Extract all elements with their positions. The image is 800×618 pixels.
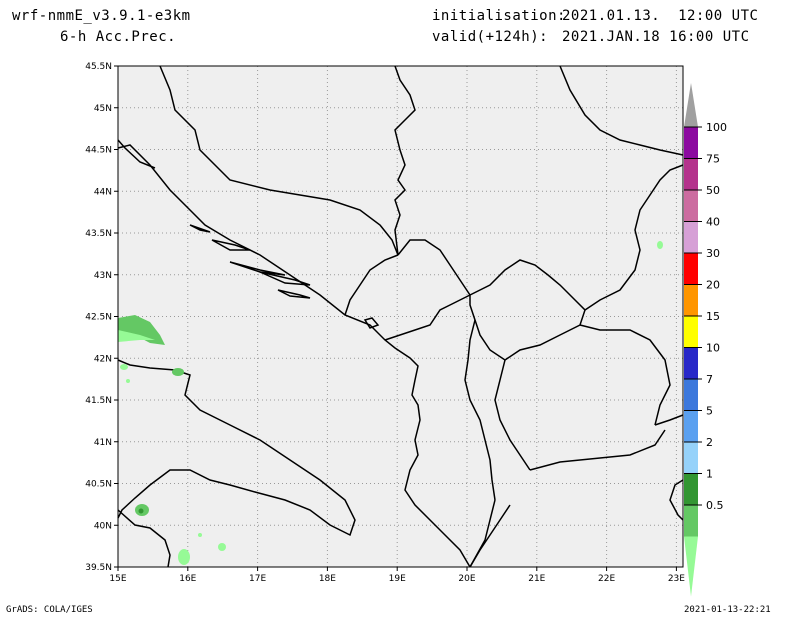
lat-label: 44N bbox=[94, 187, 112, 197]
colorbar-swatch bbox=[684, 190, 698, 222]
colorbar-label: 0.5 bbox=[706, 499, 724, 512]
field-title: 6-h Acc.Prec. bbox=[60, 29, 177, 45]
colorbar-swatch bbox=[684, 379, 698, 411]
colorbar-swatch bbox=[684, 127, 698, 159]
precip-patch-6 bbox=[218, 543, 226, 551]
border-bosnia-serbia bbox=[394, 65, 416, 256]
border-macedonia-bulgaria bbox=[579, 324, 671, 426]
border-montenegro-serbia bbox=[397, 239, 471, 296]
valid-label: valid(+124h): bbox=[432, 29, 549, 45]
init-value: 2021.01.13. 12:00 UTC bbox=[562, 8, 759, 24]
precip-patch-9 bbox=[126, 379, 130, 383]
colorbar-label: 5 bbox=[706, 405, 713, 418]
colorbar-swatch bbox=[684, 505, 698, 537]
island-1 bbox=[211, 239, 251, 251]
lon-label: 20E bbox=[458, 574, 475, 584]
colorbar-label: 100 bbox=[706, 121, 727, 134]
colorbar-label: 30 bbox=[706, 247, 720, 260]
island-5 bbox=[189, 224, 211, 233]
lon-label: 21E bbox=[528, 574, 545, 584]
north-adriatic-coast bbox=[117, 139, 156, 169]
lat-label: 45.5N bbox=[85, 62, 112, 72]
lat-label: 40N bbox=[94, 521, 112, 531]
lat-label: 45N bbox=[94, 104, 112, 114]
model-title: wrf-nmmE_v3.9.1-e3km bbox=[12, 8, 191, 24]
precip-patch-5 bbox=[178, 549, 190, 565]
valid-value: 2021.JAN.18 16:00 UTC bbox=[562, 29, 750, 45]
border-greece-bulgaria bbox=[654, 414, 684, 426]
colorbar-label: 40 bbox=[706, 216, 720, 229]
colorbar-label: 75 bbox=[706, 153, 720, 166]
colorbar-label: 15 bbox=[706, 310, 720, 323]
colorbar-swatch bbox=[684, 158, 698, 190]
border-albania-macedonia bbox=[494, 359, 531, 471]
latitude-labels: 45.5N 45N 44.5N 44N 43.5N 43N 42.5N 42N 41.5N 41N… bbox=[85, 62, 118, 573]
colorbar-swatch bbox=[684, 473, 698, 505]
lon-label: 18E bbox=[319, 574, 336, 584]
longitude-labels: 15E 16E 17E 18E 19E 20E 21E 22E 23E bbox=[109, 567, 685, 584]
colorbar-swatch bbox=[684, 442, 698, 474]
lon-label: 23E bbox=[668, 574, 685, 584]
colorbar-label: 10 bbox=[706, 342, 720, 355]
colorbar-swatch bbox=[684, 253, 698, 285]
lat-label: 39.5N bbox=[85, 563, 112, 573]
colorbar-label: 50 bbox=[706, 184, 720, 197]
precip-patch-3 bbox=[120, 364, 128, 370]
precip-patch-4-core bbox=[138, 508, 144, 514]
aegean-coast bbox=[669, 479, 684, 521]
lat-label: 40.5N bbox=[85, 480, 112, 490]
colorbar-swatch bbox=[684, 284, 698, 316]
lat-label: 43.5N bbox=[85, 229, 112, 239]
island-3 bbox=[259, 271, 311, 286]
colorbar-lowest-bin bbox=[684, 536, 698, 597]
init-label: initialisation: bbox=[432, 8, 566, 24]
island-4 bbox=[277, 289, 311, 299]
lat-label: 41.5N bbox=[85, 396, 112, 406]
colorbar-label: 1 bbox=[706, 468, 713, 481]
colorbar-swatch bbox=[684, 316, 698, 348]
island-2 bbox=[229, 261, 286, 276]
border-montenegro-albania bbox=[384, 294, 471, 341]
precip-patch-8 bbox=[657, 241, 663, 249]
lat-label: 44.5N bbox=[85, 146, 112, 156]
precipitation-areas bbox=[118, 241, 663, 565]
adriatic-east-coast bbox=[117, 144, 471, 568]
border-albania-inner bbox=[464, 319, 496, 501]
colorbar-swatch bbox=[684, 221, 698, 253]
precip-patch-7 bbox=[198, 533, 202, 537]
italy-coast bbox=[117, 359, 356, 537]
grads-credit: GrADS: COLA/IGES bbox=[6, 605, 93, 615]
italy-south-coast bbox=[117, 509, 171, 568]
border-serbia-romania bbox=[559, 65, 684, 156]
border-macedonia-greece bbox=[529, 429, 666, 471]
lon-label: 15E bbox=[109, 574, 126, 584]
precip-patch-adriatic-light bbox=[118, 330, 155, 342]
colorbar-cap bbox=[684, 83, 698, 127]
colorbar-swatch bbox=[684, 347, 698, 379]
precip-patch-2 bbox=[172, 368, 184, 376]
border-bosnia-montenegro bbox=[344, 254, 399, 316]
precip-patch-adriatic bbox=[118, 315, 165, 345]
lon-label: 22E bbox=[598, 574, 615, 584]
border-serbia-bulgaria bbox=[584, 164, 684, 311]
bay-kotor bbox=[363, 317, 380, 329]
national-borders bbox=[159, 65, 684, 568]
border-greece-albania bbox=[469, 499, 496, 568]
render-timestamp: 2021-01-13-22:21 bbox=[684, 605, 771, 615]
lat-label: 43N bbox=[94, 271, 112, 281]
colorbar-label: 20 bbox=[706, 279, 720, 292]
colorbar-swatch bbox=[684, 410, 698, 442]
lon-label: 19E bbox=[389, 574, 406, 584]
lon-label: 16E bbox=[179, 574, 196, 584]
colorbar-label: 2 bbox=[706, 436, 713, 449]
border-croatia-bosnia bbox=[159, 65, 399, 256]
lat-label: 41N bbox=[94, 438, 112, 448]
lon-label: 17E bbox=[249, 574, 266, 584]
lat-label: 42.5N bbox=[85, 313, 112, 323]
lat-label: 42N bbox=[94, 354, 112, 364]
colorbar-label: 7 bbox=[706, 373, 713, 386]
